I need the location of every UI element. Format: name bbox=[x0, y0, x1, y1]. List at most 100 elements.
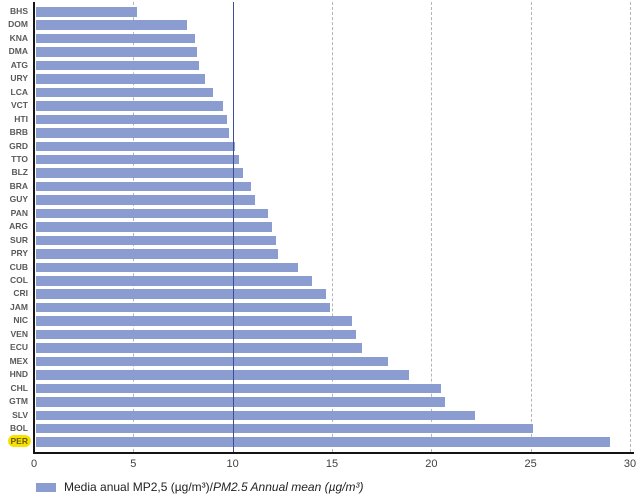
x-tick-label-5: 5 bbox=[130, 458, 137, 470]
category-label-text: URY bbox=[10, 73, 28, 84]
x-tick-label-10: 10 bbox=[226, 458, 239, 470]
category-label-text: NIC bbox=[13, 315, 28, 326]
bar-brb bbox=[35, 128, 229, 138]
gridline-15 bbox=[332, 2, 333, 452]
category-label-text: HTI bbox=[14, 113, 28, 124]
bar-ecu bbox=[35, 343, 362, 353]
bar-chl bbox=[35, 383, 442, 394]
bar-bhs bbox=[35, 7, 138, 17]
bar-hti bbox=[35, 114, 227, 125]
category-label-text: ECU bbox=[10, 342, 28, 353]
category-label-text: CHL bbox=[10, 382, 28, 393]
category-label-col: COL bbox=[0, 274, 31, 287]
category-label-kna: KNA bbox=[0, 32, 31, 45]
bar-cri bbox=[35, 289, 327, 299]
bar-blz bbox=[35, 168, 243, 178]
legend: Media anual MP2,5 (µg/m³)/ PM2.5 Annual … bbox=[36, 479, 364, 495]
gridline-30 bbox=[630, 2, 631, 452]
category-label-text: DMA bbox=[8, 46, 28, 57]
bar-tto bbox=[35, 154, 239, 165]
category-label-blz: BLZ bbox=[0, 166, 31, 179]
category-label-ecu: ECU bbox=[0, 341, 31, 354]
bar-grd bbox=[35, 141, 235, 151]
bar-guy bbox=[35, 195, 255, 205]
category-label-lca: LCA bbox=[0, 86, 31, 99]
bar-vct bbox=[35, 101, 223, 111]
category-label-vct: VCT bbox=[0, 99, 31, 112]
bar-col bbox=[35, 276, 313, 286]
category-label-pry: PRY bbox=[0, 247, 31, 260]
category-label-guy: GUY bbox=[0, 193, 31, 206]
category-label-dom: DOM bbox=[0, 18, 31, 31]
category-label-cri: CRI bbox=[0, 287, 31, 300]
category-label-atg: ATG bbox=[0, 59, 31, 72]
bar-mex bbox=[35, 356, 388, 367]
category-label-slv: SLV bbox=[0, 409, 31, 422]
bar-jam bbox=[35, 302, 330, 313]
bar-ven bbox=[35, 329, 356, 340]
reference-line-10 bbox=[232, 2, 234, 452]
bar-arg bbox=[35, 222, 273, 232]
bar-sur bbox=[35, 235, 277, 246]
category-label-text: PRY bbox=[10, 248, 28, 259]
x-tick-label-30: 30 bbox=[623, 458, 636, 470]
category-label-text: SUR bbox=[10, 234, 28, 245]
bar-lca bbox=[35, 87, 213, 98]
category-label-dma: DMA bbox=[0, 45, 31, 58]
bar-pry bbox=[35, 249, 279, 259]
gridline-25 bbox=[530, 2, 532, 452]
legend-label-spanish: Media anual MP2,5 (µg/m³)/ bbox=[64, 480, 213, 494]
category-label-jam: JAM bbox=[0, 301, 31, 314]
category-label-text: PAN bbox=[10, 207, 28, 218]
bar-per bbox=[35, 437, 611, 447]
bar-kna bbox=[35, 33, 195, 44]
category-label-gtm: GTM bbox=[0, 395, 31, 408]
bar-dom bbox=[35, 20, 187, 30]
category-label-ven: VEN bbox=[0, 328, 31, 341]
bar-dma bbox=[35, 47, 197, 57]
gridline-20 bbox=[431, 2, 433, 452]
category-label-text: SLV bbox=[12, 409, 28, 420]
category-label-mex: MEX bbox=[0, 355, 31, 368]
category-label-grd: GRD bbox=[0, 140, 31, 153]
category-label-text: VEN bbox=[10, 328, 28, 339]
bar-ury bbox=[35, 74, 205, 84]
x-axis-line bbox=[33, 452, 634, 454]
category-label-chl: CHL bbox=[0, 382, 31, 395]
legend-label-english: PM2.5 Annual mean (µg/m³) bbox=[212, 480, 364, 494]
bar-bra bbox=[35, 181, 251, 192]
category-label-text: GRD bbox=[9, 140, 28, 151]
category-label-text: MEX bbox=[9, 355, 28, 366]
category-label-per: PER bbox=[0, 435, 31, 448]
category-label-cub: CUB bbox=[0, 261, 31, 274]
bar-bol bbox=[35, 423, 533, 434]
category-label-hnd: HND bbox=[0, 368, 31, 381]
category-label-text: CRI bbox=[13, 288, 28, 299]
category-label-text: CUB bbox=[9, 261, 28, 272]
category-label-text: VCT bbox=[11, 100, 28, 111]
category-label-hti: HTI bbox=[0, 113, 31, 126]
category-label-text: BHS bbox=[10, 6, 28, 16]
category-label-text: HND bbox=[9, 369, 28, 380]
x-tick-label-20: 20 bbox=[425, 458, 438, 470]
legend-swatch bbox=[36, 482, 56, 492]
x-tick-label-0: 0 bbox=[30, 458, 38, 470]
bar-atg bbox=[35, 60, 199, 71]
category-label-text: GUY bbox=[9, 194, 28, 205]
x-tick-label-25: 25 bbox=[524, 458, 537, 470]
bar-pan bbox=[35, 208, 269, 219]
bar-nic bbox=[35, 316, 352, 326]
category-label-brb: BRB bbox=[0, 126, 31, 139]
category-label-text: JAM bbox=[10, 301, 28, 312]
category-label-text: BLZ bbox=[11, 167, 28, 178]
category-label-text: BRA bbox=[9, 180, 28, 191]
bar-cub bbox=[35, 262, 299, 273]
category-label-tto: TTO bbox=[0, 153, 31, 166]
category-label-pan: PAN bbox=[0, 207, 31, 220]
x-tick-label-15: 15 bbox=[325, 458, 339, 470]
category-label-sur: SUR bbox=[0, 234, 31, 247]
category-label-text: DOM bbox=[8, 19, 28, 30]
category-label-ury: URY bbox=[0, 72, 31, 85]
category-label-text: BOL bbox=[10, 422, 28, 433]
